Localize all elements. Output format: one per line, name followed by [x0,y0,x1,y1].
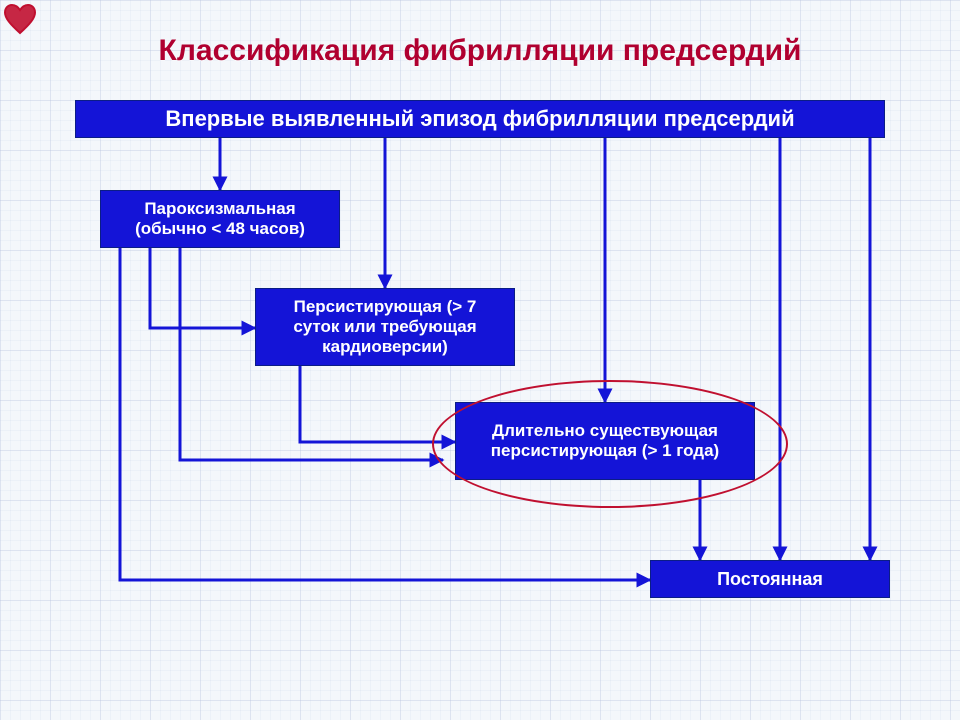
node-permanent: Постоянная [650,560,890,598]
node-persistent: Персистирующая (> 7 суток или требующая … [255,288,515,366]
heart-logo-icon [4,4,36,36]
highlight-ellipse [432,380,788,508]
diagram-canvas: Классификация фибрилляции предсердий Впе… [0,0,960,720]
node-paroxysmal: Пароксизмальная (обычно < 48 часов) [100,190,340,248]
node-first-detected: Впервые выявленный эпизод фибрилляции пр… [75,100,885,138]
page-title: Классификация фибрилляции предсердий [80,34,880,68]
